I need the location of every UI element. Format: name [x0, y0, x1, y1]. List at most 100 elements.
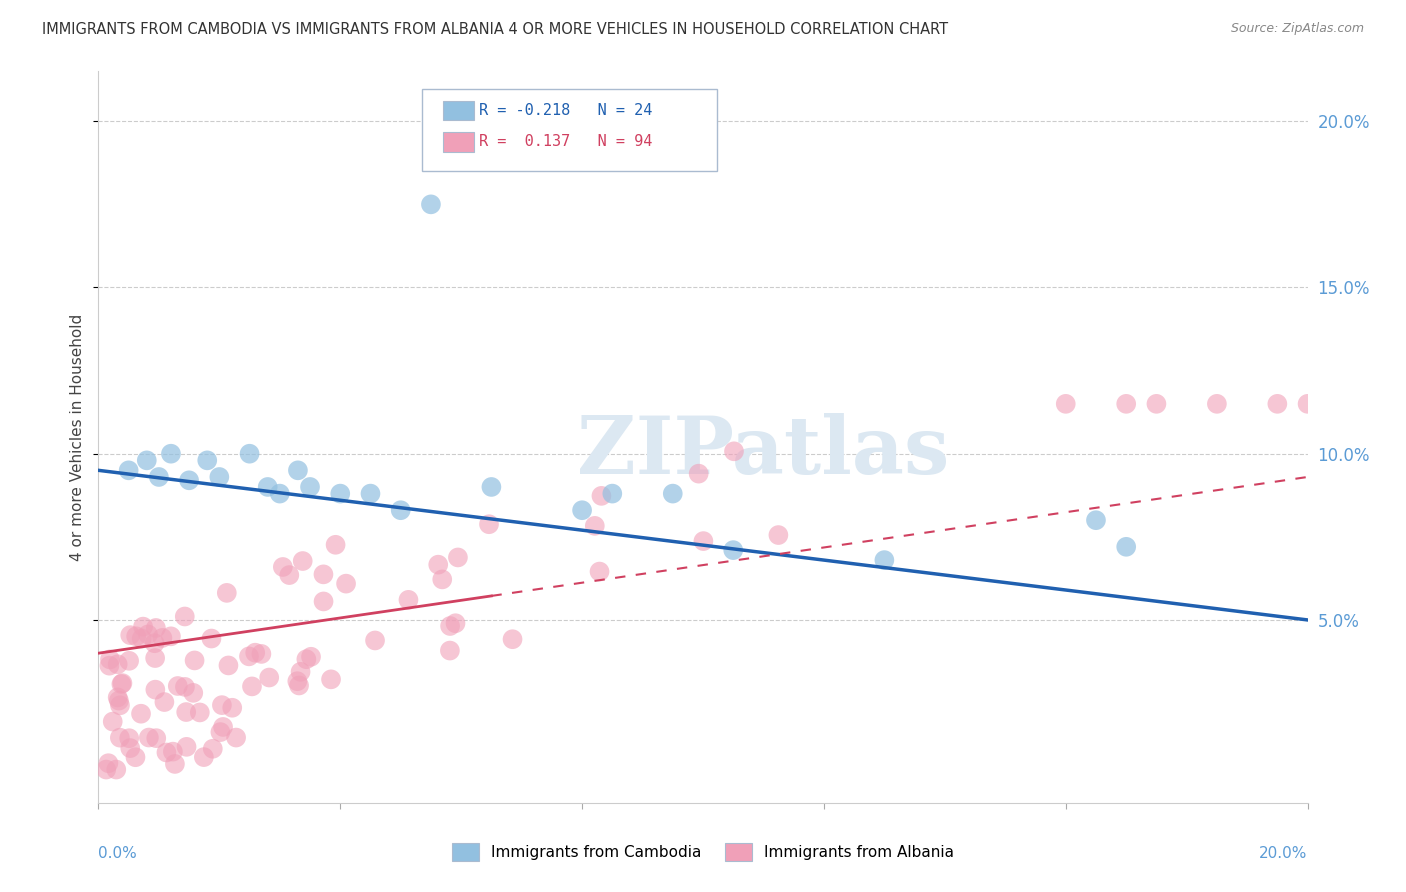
Point	[120, 628, 142, 642]
Point	[502, 632, 524, 647]
Point	[105, 763, 128, 777]
Text: R =  0.137   N = 94: R = 0.137 N = 94	[479, 135, 652, 149]
Point	[588, 565, 610, 579]
Point	[1115, 397, 1137, 411]
Point	[299, 649, 322, 664]
Point	[692, 534, 714, 549]
Point	[96, 763, 118, 777]
Point	[160, 447, 183, 461]
Point	[143, 651, 166, 665]
Point	[183, 653, 205, 667]
Point	[148, 470, 170, 484]
Point	[312, 594, 335, 608]
Point	[1115, 540, 1137, 554]
Point	[319, 673, 342, 687]
Point	[107, 690, 129, 705]
Point	[129, 706, 152, 721]
Point	[325, 538, 347, 552]
Point	[873, 553, 896, 567]
Point	[602, 486, 624, 500]
Point	[688, 467, 710, 481]
Point	[138, 731, 160, 745]
Point	[163, 756, 186, 771]
Point	[389, 503, 412, 517]
Point	[583, 519, 606, 533]
Point	[225, 731, 247, 745]
Point	[447, 550, 470, 565]
Point	[271, 560, 294, 574]
Point	[107, 657, 129, 672]
Point	[193, 750, 215, 764]
Point	[295, 652, 318, 666]
Text: 0.0%: 0.0%	[98, 846, 138, 861]
Text: R = -0.218   N = 24: R = -0.218 N = 24	[479, 103, 652, 118]
Point	[299, 480, 322, 494]
Point	[269, 486, 291, 500]
Point	[291, 554, 314, 568]
Text: 20.0%: 20.0%	[1260, 846, 1308, 861]
Text: Source: ZipAtlas.com: Source: ZipAtlas.com	[1230, 22, 1364, 36]
Point	[118, 654, 141, 668]
Point	[768, 528, 790, 542]
Point	[120, 741, 142, 756]
Point	[181, 686, 204, 700]
Point	[136, 627, 159, 641]
Point	[132, 619, 155, 633]
Point	[162, 745, 184, 759]
Point	[173, 609, 195, 624]
Point	[312, 567, 335, 582]
Point	[427, 558, 450, 572]
Point	[240, 680, 263, 694]
Point	[1267, 397, 1289, 411]
Point	[420, 197, 443, 211]
Point	[201, 741, 224, 756]
Point	[432, 573, 454, 587]
Point	[439, 619, 461, 633]
Point	[1296, 397, 1319, 411]
Point	[98, 658, 121, 673]
Point	[101, 714, 124, 729]
Y-axis label: 4 or more Vehicles in Household: 4 or more Vehicles in Household	[70, 313, 86, 561]
Point	[160, 629, 183, 643]
Point	[212, 720, 235, 734]
Point	[188, 706, 211, 720]
Point	[329, 486, 352, 500]
Point	[571, 503, 593, 517]
Point	[108, 731, 131, 745]
Point	[723, 444, 745, 458]
Point	[290, 665, 312, 679]
Point	[150, 631, 173, 645]
Point	[245, 646, 267, 660]
Point	[118, 731, 141, 746]
Point	[360, 486, 382, 500]
Text: IMMIGRANTS FROM CAMBODIA VS IMMIGRANTS FROM ALBANIA 4 OR MORE VEHICLES IN HOUSEH: IMMIGRANTS FROM CAMBODIA VS IMMIGRANTS F…	[42, 22, 948, 37]
Point	[143, 636, 166, 650]
Point	[98, 652, 121, 666]
Text: ZIPatlas: ZIPatlas	[578, 413, 949, 491]
Point	[1144, 397, 1167, 411]
Point	[135, 453, 157, 467]
Point	[215, 586, 238, 600]
Point	[200, 632, 222, 646]
Point	[288, 678, 311, 692]
Point	[221, 700, 243, 714]
Point	[257, 671, 280, 685]
Point	[278, 568, 301, 582]
Point	[398, 592, 420, 607]
Point	[208, 470, 231, 484]
Point	[250, 647, 273, 661]
Point	[111, 676, 134, 690]
Point	[145, 731, 167, 746]
Point	[108, 693, 131, 707]
Point	[1085, 513, 1108, 527]
Point	[238, 649, 260, 664]
Point	[155, 746, 177, 760]
Point	[143, 682, 166, 697]
Point	[118, 463, 141, 477]
Point	[110, 677, 132, 691]
Point	[287, 463, 309, 477]
Point	[131, 632, 153, 646]
Point	[211, 698, 233, 713]
Point	[166, 679, 188, 693]
Point	[176, 739, 198, 754]
